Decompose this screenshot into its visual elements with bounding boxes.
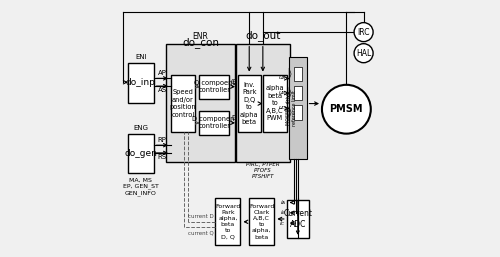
FancyBboxPatch shape bbox=[216, 198, 240, 245]
Text: Current
ADC: Current ADC bbox=[284, 209, 312, 229]
FancyBboxPatch shape bbox=[294, 86, 302, 100]
FancyBboxPatch shape bbox=[262, 75, 287, 132]
Text: GEN_INFO: GEN_INFO bbox=[125, 190, 156, 196]
Circle shape bbox=[354, 23, 373, 42]
Text: EP, GEN_ST: EP, GEN_ST bbox=[123, 184, 158, 189]
Text: D component
controller: D component controller bbox=[192, 116, 237, 130]
Text: $i_C$: $i_C$ bbox=[280, 219, 286, 227]
Text: $i_B$: $i_B$ bbox=[280, 208, 286, 217]
Text: Q: Q bbox=[231, 79, 236, 85]
Text: do_inp: do_inp bbox=[126, 78, 156, 87]
Text: $u_A$: $u_A$ bbox=[278, 75, 287, 82]
Text: PMSM: PMSM bbox=[330, 104, 363, 114]
Text: ENR: ENR bbox=[192, 32, 208, 41]
FancyBboxPatch shape bbox=[294, 67, 302, 81]
Text: ENI: ENI bbox=[135, 54, 146, 60]
Text: $i_A$: $i_A$ bbox=[280, 198, 286, 207]
FancyBboxPatch shape bbox=[294, 105, 302, 120]
FancyBboxPatch shape bbox=[128, 134, 154, 173]
FancyBboxPatch shape bbox=[287, 200, 309, 238]
FancyBboxPatch shape bbox=[200, 111, 230, 135]
Text: MA, MS: MA, MS bbox=[130, 177, 152, 182]
Text: $u_B$: $u_B$ bbox=[278, 89, 287, 97]
Text: do_gen: do_gen bbox=[124, 149, 157, 158]
Text: Forward
Park
alpha,
beta
to
D, Q: Forward Park alpha, beta to D, Q bbox=[215, 204, 240, 240]
Text: PIRC, PTPER
PTOFS
PTSHIFT: PIRC, PTPER PTOFS PTSHIFT bbox=[246, 162, 280, 179]
Text: HAL: HAL bbox=[356, 49, 371, 58]
Text: current Q: current Q bbox=[188, 231, 214, 235]
FancyBboxPatch shape bbox=[289, 57, 306, 159]
Text: RS: RS bbox=[158, 154, 166, 160]
FancyBboxPatch shape bbox=[236, 44, 290, 162]
Text: Forward
Clark
A,B,C
to
alpha,
beta: Forward Clark A,B,C to alpha, beta bbox=[249, 204, 274, 240]
FancyBboxPatch shape bbox=[166, 44, 234, 162]
Circle shape bbox=[354, 44, 373, 63]
Text: do_con: do_con bbox=[182, 37, 219, 48]
Text: D: D bbox=[231, 115, 236, 121]
FancyBboxPatch shape bbox=[200, 75, 230, 99]
FancyBboxPatch shape bbox=[238, 75, 260, 132]
Text: current D: current D bbox=[188, 214, 214, 219]
Circle shape bbox=[322, 85, 371, 134]
Text: AP: AP bbox=[158, 70, 166, 76]
Text: $u_C$: $u_C$ bbox=[278, 105, 287, 112]
Text: ENG: ENG bbox=[134, 125, 148, 131]
Text: RP: RP bbox=[158, 137, 166, 143]
Text: IRC: IRC bbox=[358, 27, 370, 37]
Text: AS: AS bbox=[158, 87, 166, 93]
FancyBboxPatch shape bbox=[249, 198, 274, 245]
Text: Speed
and/or
position
control: Speed and/or position control bbox=[170, 89, 196, 118]
FancyBboxPatch shape bbox=[171, 75, 194, 132]
Text: do_out: do_out bbox=[245, 30, 280, 41]
FancyBboxPatch shape bbox=[128, 63, 154, 103]
Text: Inv.
Park
D,Q
to
alpha
beta: Inv. Park D,Q to alpha beta bbox=[240, 82, 258, 125]
Text: alpha
beta
to
A,B,C
PWM: alpha beta to A,B,C PWM bbox=[266, 85, 284, 122]
Text: MOSFET drive
reference limit: MOSFET drive reference limit bbox=[286, 90, 298, 126]
Text: Q compoent
controller: Q compoent controller bbox=[194, 80, 235, 94]
